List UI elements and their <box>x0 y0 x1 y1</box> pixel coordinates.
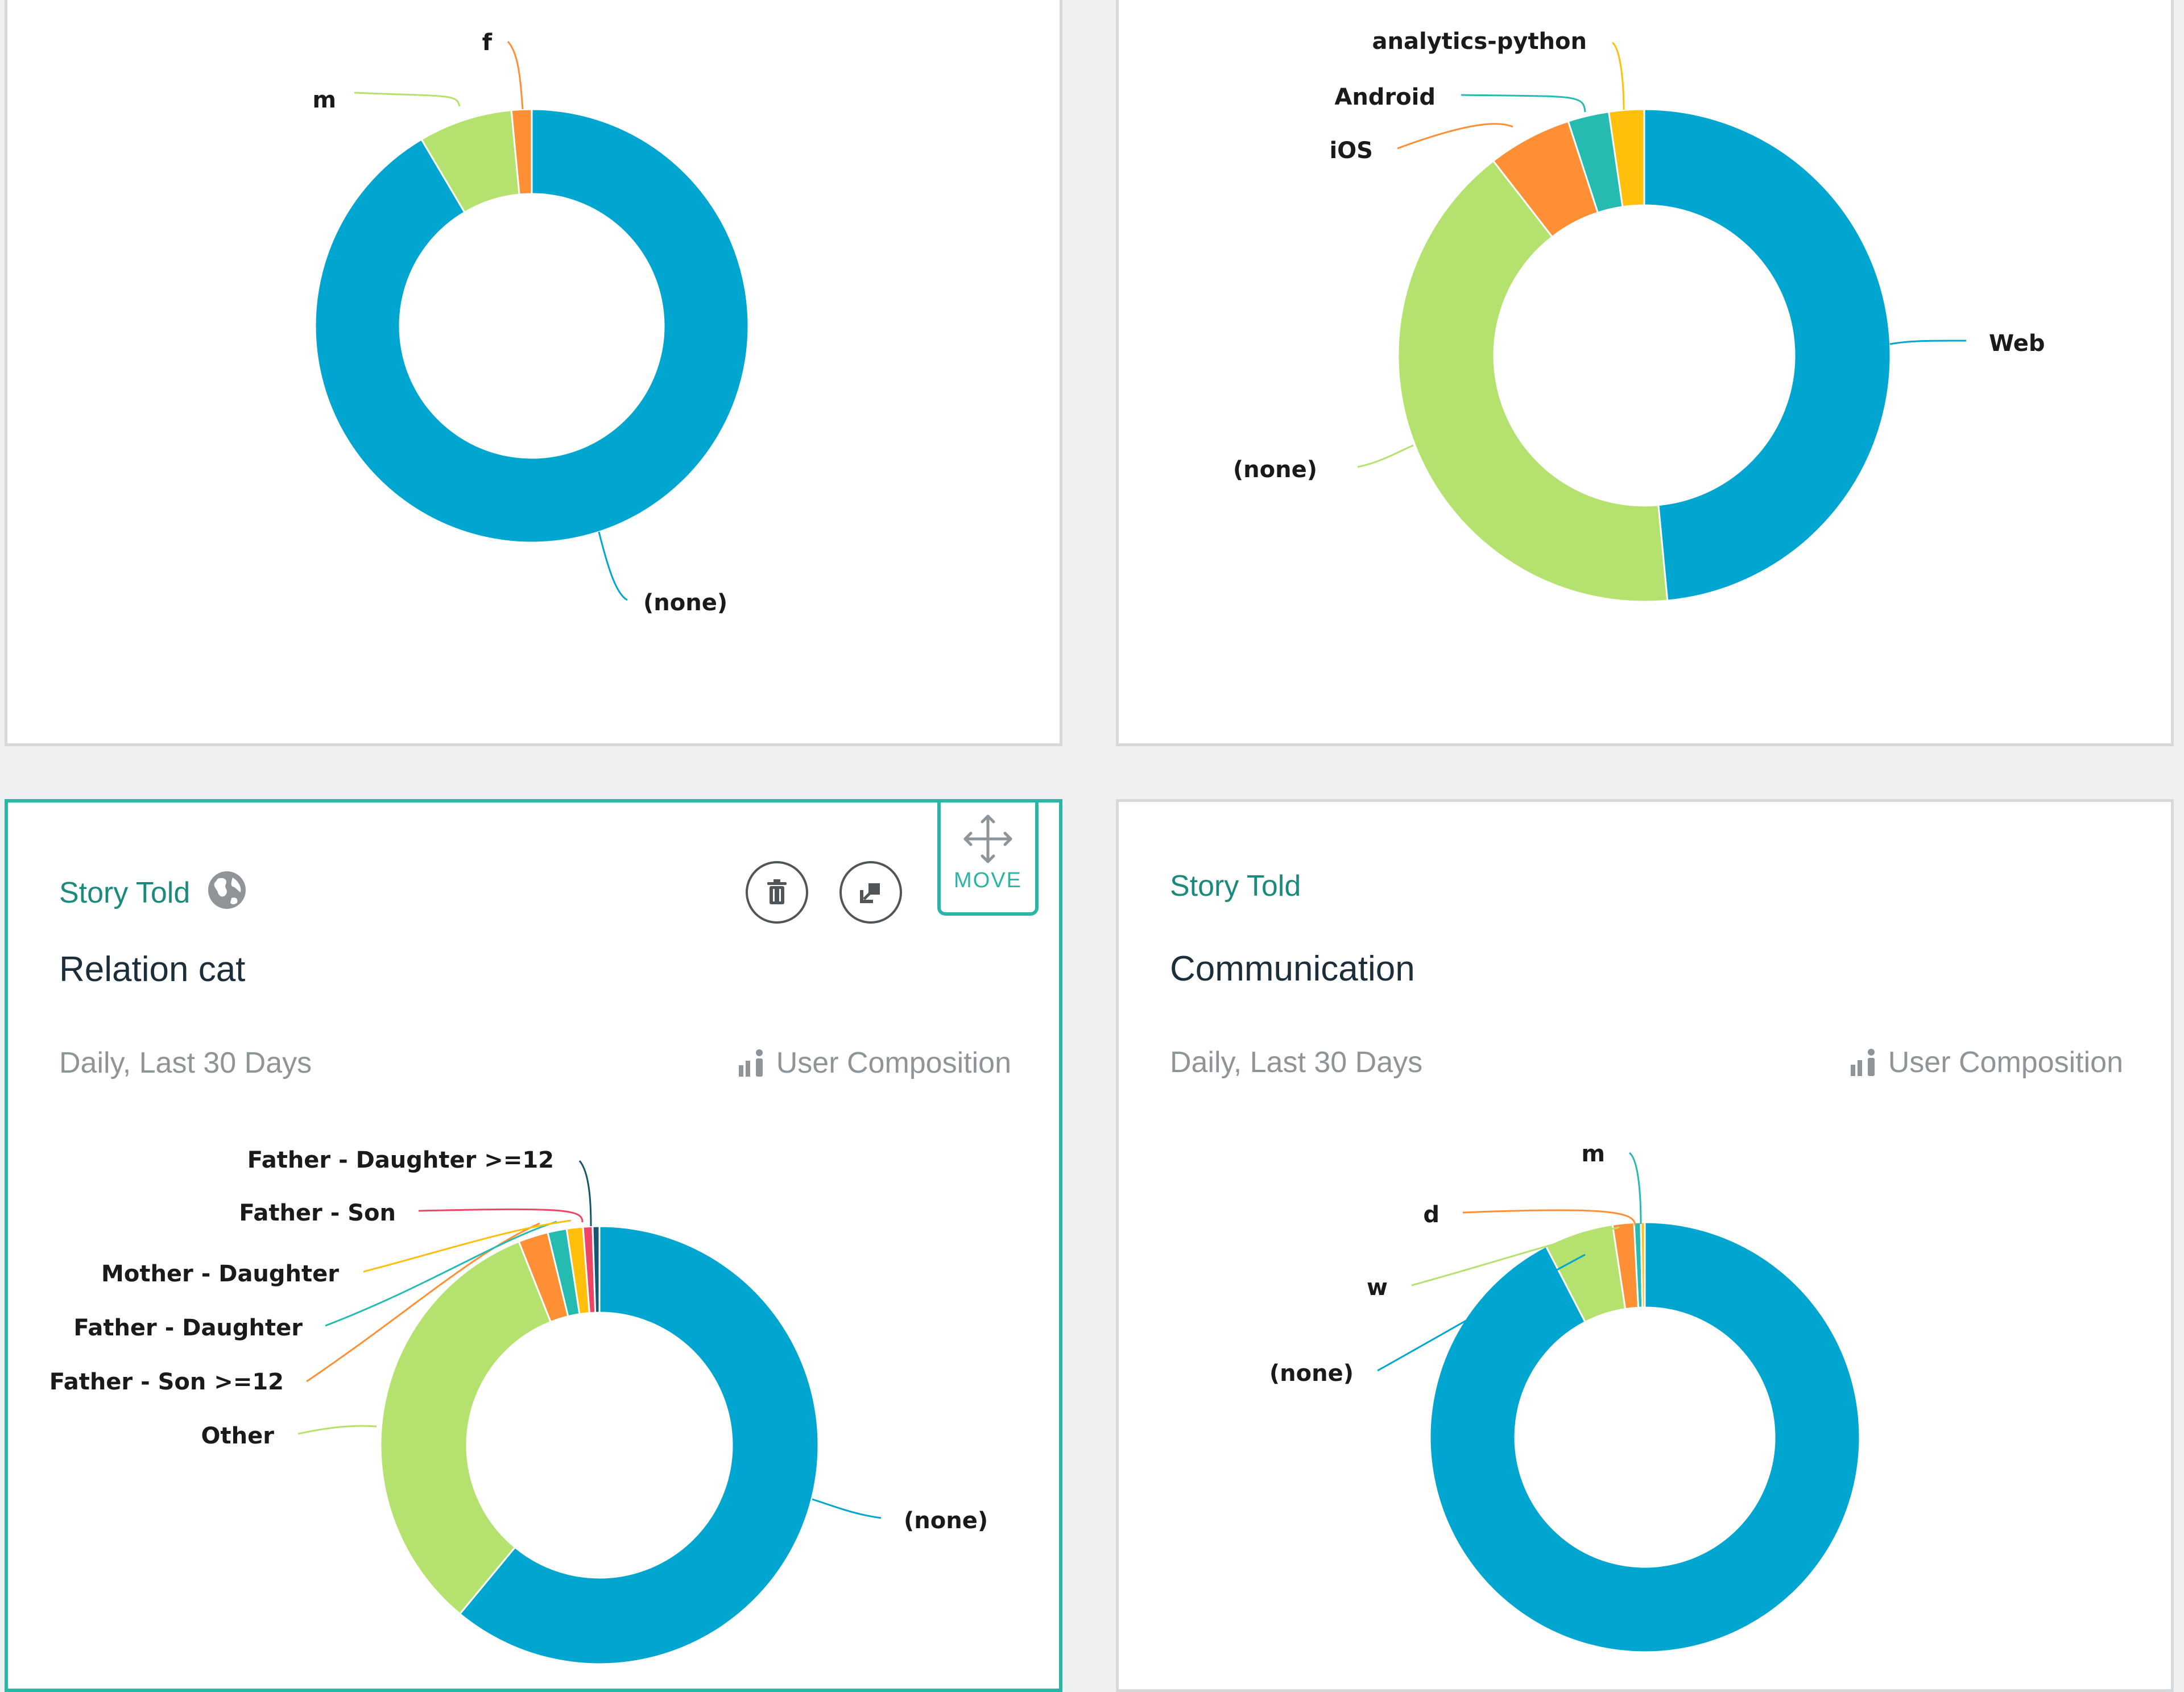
slice-label-father-son: Father - Son <box>239 1200 396 1226</box>
move-button[interactable]: MOVE <box>937 802 1039 916</box>
leader-line-m <box>1628 1152 1642 1224</box>
trash-icon <box>767 879 787 904</box>
slice-label-d: d <box>1423 1202 1440 1228</box>
slice-label-father-daughter: Father - Daughter <box>73 1315 303 1341</box>
leader-line-w <box>1411 1226 1620 1286</box>
slice-f[interactable] <box>510 108 533 196</box>
leader-line-none <box>598 531 628 601</box>
leader-line-none <box>1377 1254 1586 1372</box>
slice-none[interactable] <box>1397 159 1669 603</box>
leader-line-ios <box>1397 123 1513 150</box>
leader-line-none <box>1357 444 1414 468</box>
leader-line-d <box>1462 1209 1636 1226</box>
slice-label-ios: iOS <box>1329 138 1373 164</box>
donut-chart-relation-cat: (none) Other Father - Son >=12 Father - Dau… <box>49 1147 988 1665</box>
slice-none[interactable] <box>314 108 750 544</box>
slice-father-daughter-12[interactable] <box>592 1225 601 1314</box>
globe-icon <box>208 871 246 909</box>
slice-label-web: Web <box>1989 330 2045 357</box>
date-range[interactable]: Daily, Last 30 Days <box>59 1046 312 1079</box>
leader-line-father-daughter <box>325 1221 557 1327</box>
user-composition[interactable]: User Composition <box>1848 1045 2123 1079</box>
leader-line-none <box>812 1498 882 1519</box>
slice-label-m: m <box>1581 1141 1605 1167</box>
slice-label-f: f <box>482 30 493 56</box>
slice-none[interactable] <box>1429 1221 1861 1653</box>
chart-title: Communication <box>1170 949 1415 988</box>
leader-line-father-daughter-12 <box>578 1160 592 1227</box>
slice-label-none: (none) <box>1233 457 1317 483</box>
slice-label-father-son-12: Father - Son >=12 <box>49 1369 284 1395</box>
leader-line-web <box>1889 340 1967 345</box>
leader-line-analytics-python <box>1611 42 1625 110</box>
expand-icon <box>860 883 880 903</box>
chart-card-2: Web (none) iOS Android analytics-python <box>1116 0 2174 746</box>
slice-label-android: Android <box>1334 84 1436 110</box>
donut-chart-2: Web (none) iOS Android analytics-python <box>1233 28 2045 603</box>
slice-label-other: Other <box>201 1423 275 1449</box>
leader-line-f <box>507 40 524 110</box>
leader-line-mother-daughter <box>363 1219 572 1273</box>
chart-card-communication[interactable]: Story Told Communication Daily, Last 30 … <box>1116 799 2174 1692</box>
slice-label-none: (none) <box>643 590 727 616</box>
user-composition-icon <box>1850 1049 1875 1076</box>
donut-chart-1: (none) m f <box>312 30 750 616</box>
slice-none[interactable] <box>458 1225 820 1665</box>
leader-line-father-son-12 <box>306 1222 540 1383</box>
slice-analytics-python[interactable] <box>1607 108 1645 208</box>
slice-label-m: m <box>312 87 336 113</box>
slice-label-mother-daughter: Mother - Daughter <box>101 1261 339 1287</box>
slice-label-none: (none) <box>904 1508 988 1534</box>
user-composition-icon <box>738 1049 763 1077</box>
leader-line-m <box>354 92 461 107</box>
event-name[interactable]: Story Told <box>1170 870 1301 903</box>
leader-line-father-son <box>418 1208 584 1223</box>
date-range[interactable]: Daily, Last 30 Days <box>1170 1046 1423 1079</box>
event-name[interactable]: Story Told <box>59 870 247 911</box>
chart-card-1: (none) m f <box>5 0 1062 746</box>
chart-card-relation-cat[interactable]: Story Told <box>5 799 1062 1692</box>
leader-line-other <box>297 1425 377 1435</box>
slice-other[interactable] <box>379 1240 552 1615</box>
delete-button[interactable] <box>746 861 808 924</box>
move-label: MOVE <box>954 868 1022 892</box>
expand-button[interactable] <box>839 861 902 924</box>
move-arrows-icon <box>963 814 1012 863</box>
donut-chart-communication: (none) w d m <box>1269 1141 1861 1653</box>
slice-label-w: w <box>1367 1275 1388 1301</box>
chart-title: Relation cat <box>59 950 246 989</box>
leader-line-android <box>1461 94 1586 113</box>
slice-web[interactable] <box>1643 108 1892 602</box>
slice-label-analytics-python: analytics-python <box>1372 28 1587 55</box>
slice-l[interactable] <box>1640 1221 1646 1309</box>
slice-label-none: (none) <box>1269 1360 1354 1387</box>
slice-label-father-daughter-12: Father - Daughter >=12 <box>247 1147 554 1173</box>
user-composition[interactable]: User Composition <box>737 1046 1011 1080</box>
